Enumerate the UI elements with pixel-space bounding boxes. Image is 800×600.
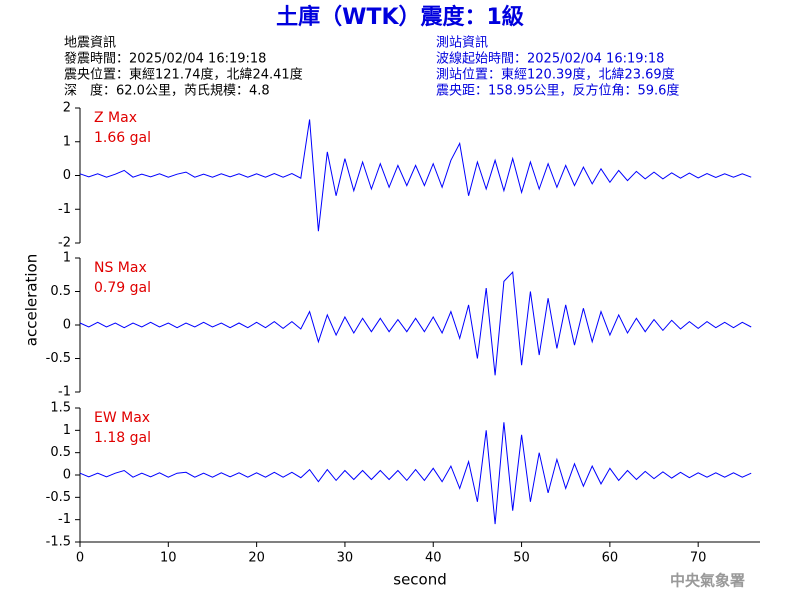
waveform <box>79 119 752 232</box>
event-info: 震央位置：東經121.74度，北緯24.41度 <box>64 67 303 83</box>
station-info: 測站位置：東經120.39度，北緯23.69度 <box>436 67 675 83</box>
y-tick-label: 1 <box>63 134 71 149</box>
panel-max: 0.79 gal <box>94 280 151 296</box>
y-tick-label: 0 <box>63 318 71 333</box>
event-info: 深 度：62.0公里，芮氏規模：4.8 <box>64 83 270 99</box>
y-tick-label: 1 <box>63 251 71 266</box>
waveform <box>79 422 752 525</box>
y-tick-label: 0.5 <box>50 445 71 460</box>
x-tick-label: 60 <box>602 551 619 566</box>
x-tick-label: 70 <box>690 551 707 566</box>
x-tick-label: 50 <box>513 551 530 566</box>
chart-title: 土庫（WTK）震度：1級 <box>276 4 524 30</box>
x-tick-label: 10 <box>160 551 177 566</box>
panel-label: NS Max <box>94 260 147 276</box>
panel-max: 1.18 gal <box>94 430 151 446</box>
waveform <box>79 270 752 376</box>
y-tick-label: 2 <box>63 101 71 116</box>
x-tick-label: 20 <box>248 551 265 566</box>
x-tick-label: 0 <box>76 551 84 566</box>
y-tick-label: -1 <box>58 385 71 400</box>
panel-max: 1.66 gal <box>94 130 151 146</box>
y-tick-label: 0.5 <box>50 284 71 299</box>
y-tick-label: 1.5 <box>50 401 71 416</box>
y-tick-label: -2 <box>58 236 71 251</box>
panel-label: Z Max <box>94 110 137 126</box>
y-tick-label: -0.5 <box>46 351 71 366</box>
station-info: 震央距：158.95公里，反方位角：59.6度 <box>436 83 679 99</box>
y-tick-label: 0 <box>63 168 71 183</box>
x-tick-label: 40 <box>425 551 442 566</box>
y-tick-label: -1 <box>58 512 71 527</box>
y-tick-label: -1.5 <box>46 535 71 550</box>
y-axis-label: acceleration <box>23 254 41 346</box>
x-tick-label: 30 <box>337 551 354 566</box>
event-info: 地震資訊 <box>64 36 116 51</box>
y-tick-label: 0 <box>63 468 71 483</box>
panel-label: EW Max <box>94 410 150 426</box>
y-tick-label: 1 <box>63 423 71 438</box>
y-tick-label: -0.5 <box>46 490 71 505</box>
y-tick-label: -1 <box>58 202 71 217</box>
station-info: 波線起始時間：2025/02/04 16:19:18 <box>436 51 664 67</box>
event-info: 發震時間：2025/02/04 16:19:18 <box>64 52 266 67</box>
station-info: 測站資訊 <box>436 36 488 51</box>
x-axis-label: second <box>393 571 447 589</box>
footer: 中央氣象署 <box>670 572 745 590</box>
